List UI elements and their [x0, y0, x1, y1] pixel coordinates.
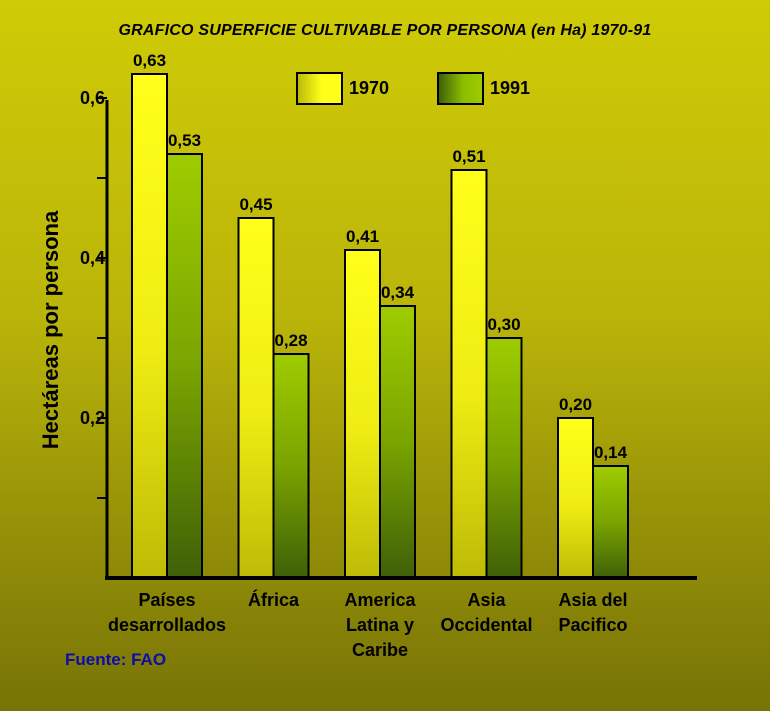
y-tick-label-2: 0,6: [80, 88, 105, 108]
legend-item-1970: 1970: [296, 72, 389, 105]
x-tick-label-0-1: desarrollados: [108, 615, 226, 635]
data-label-1970-4: 0,20: [559, 395, 592, 414]
x-tick-label-3-0: Asia: [467, 590, 506, 610]
data-label-1991-3: 0,30: [487, 315, 520, 334]
legend-label-1970: 1970: [349, 78, 390, 98]
x-tick-label-4-0: Asia del: [558, 590, 627, 610]
bar-1991-0: [166, 153, 203, 579]
y-tick-label-1: 0,4: [80, 248, 105, 268]
bar-1970-3: [450, 169, 488, 579]
x-tick-label-4-1: Pacifico: [558, 615, 627, 635]
bar-1970-0: [131, 73, 168, 579]
data-label-1991-2: 0,34: [381, 283, 415, 302]
chart-title: GRAFICO SUPERFICIE CULTIVABLE POR PERSON…: [118, 22, 652, 39]
legend-swatch-1991: [437, 72, 484, 105]
data-label-1991-4: 0,14: [594, 443, 628, 462]
bar-1970-1: [237, 217, 275, 579]
bar-1991-2: [379, 305, 416, 579]
x-tick-label-3-1: Occidental: [440, 615, 532, 635]
legend-swatch-1970: [296, 72, 343, 105]
bar-1991-3: [485, 337, 523, 579]
x-tick-label-2-0: America: [344, 590, 416, 610]
data-label-1970-0: 0,63: [133, 51, 166, 70]
y-tick-label-0: 0,2: [80, 408, 105, 428]
source-note: Fuente: FAO: [65, 650, 167, 669]
data-label-1970-2: 0,41: [346, 227, 379, 246]
x-tick-label-0-0: Países: [138, 590, 195, 610]
data-label-1991-0: 0,53: [168, 131, 201, 150]
x-tick-label-2-1: Latina y: [346, 615, 414, 635]
legend-label-1991: 1991: [490, 78, 531, 98]
x-tick-label-2-2: Caribe: [352, 640, 408, 660]
data-label-1991-1: 0,28: [274, 331, 307, 350]
data-label-1970-1: 0,45: [239, 195, 272, 214]
x-tick-label-1-0: África: [248, 589, 300, 610]
legend-item-1991: 1991: [437, 72, 530, 105]
bar-1991-4: [592, 465, 629, 579]
bar-1991-1: [272, 353, 310, 579]
bar-1970-4: [557, 417, 594, 579]
data-label-1970-3: 0,51: [452, 147, 485, 166]
bar-1970-2: [344, 249, 381, 579]
